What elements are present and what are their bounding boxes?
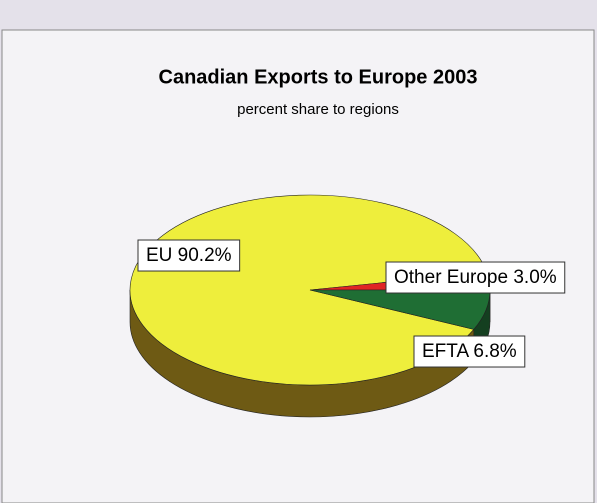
data-label: Other Europe 3.0% <box>394 267 557 288</box>
label-box <box>385 261 566 294</box>
label-box <box>413 335 526 368</box>
chart-subtitle: percent share to regions <box>237 101 399 118</box>
label-box <box>137 239 241 272</box>
data-label: EU 90.2% <box>146 245 232 266</box>
chart-title: Canadian Exports to Europe 2003 <box>159 66 478 88</box>
data-label: EFTA 6.8% <box>422 341 517 362</box>
